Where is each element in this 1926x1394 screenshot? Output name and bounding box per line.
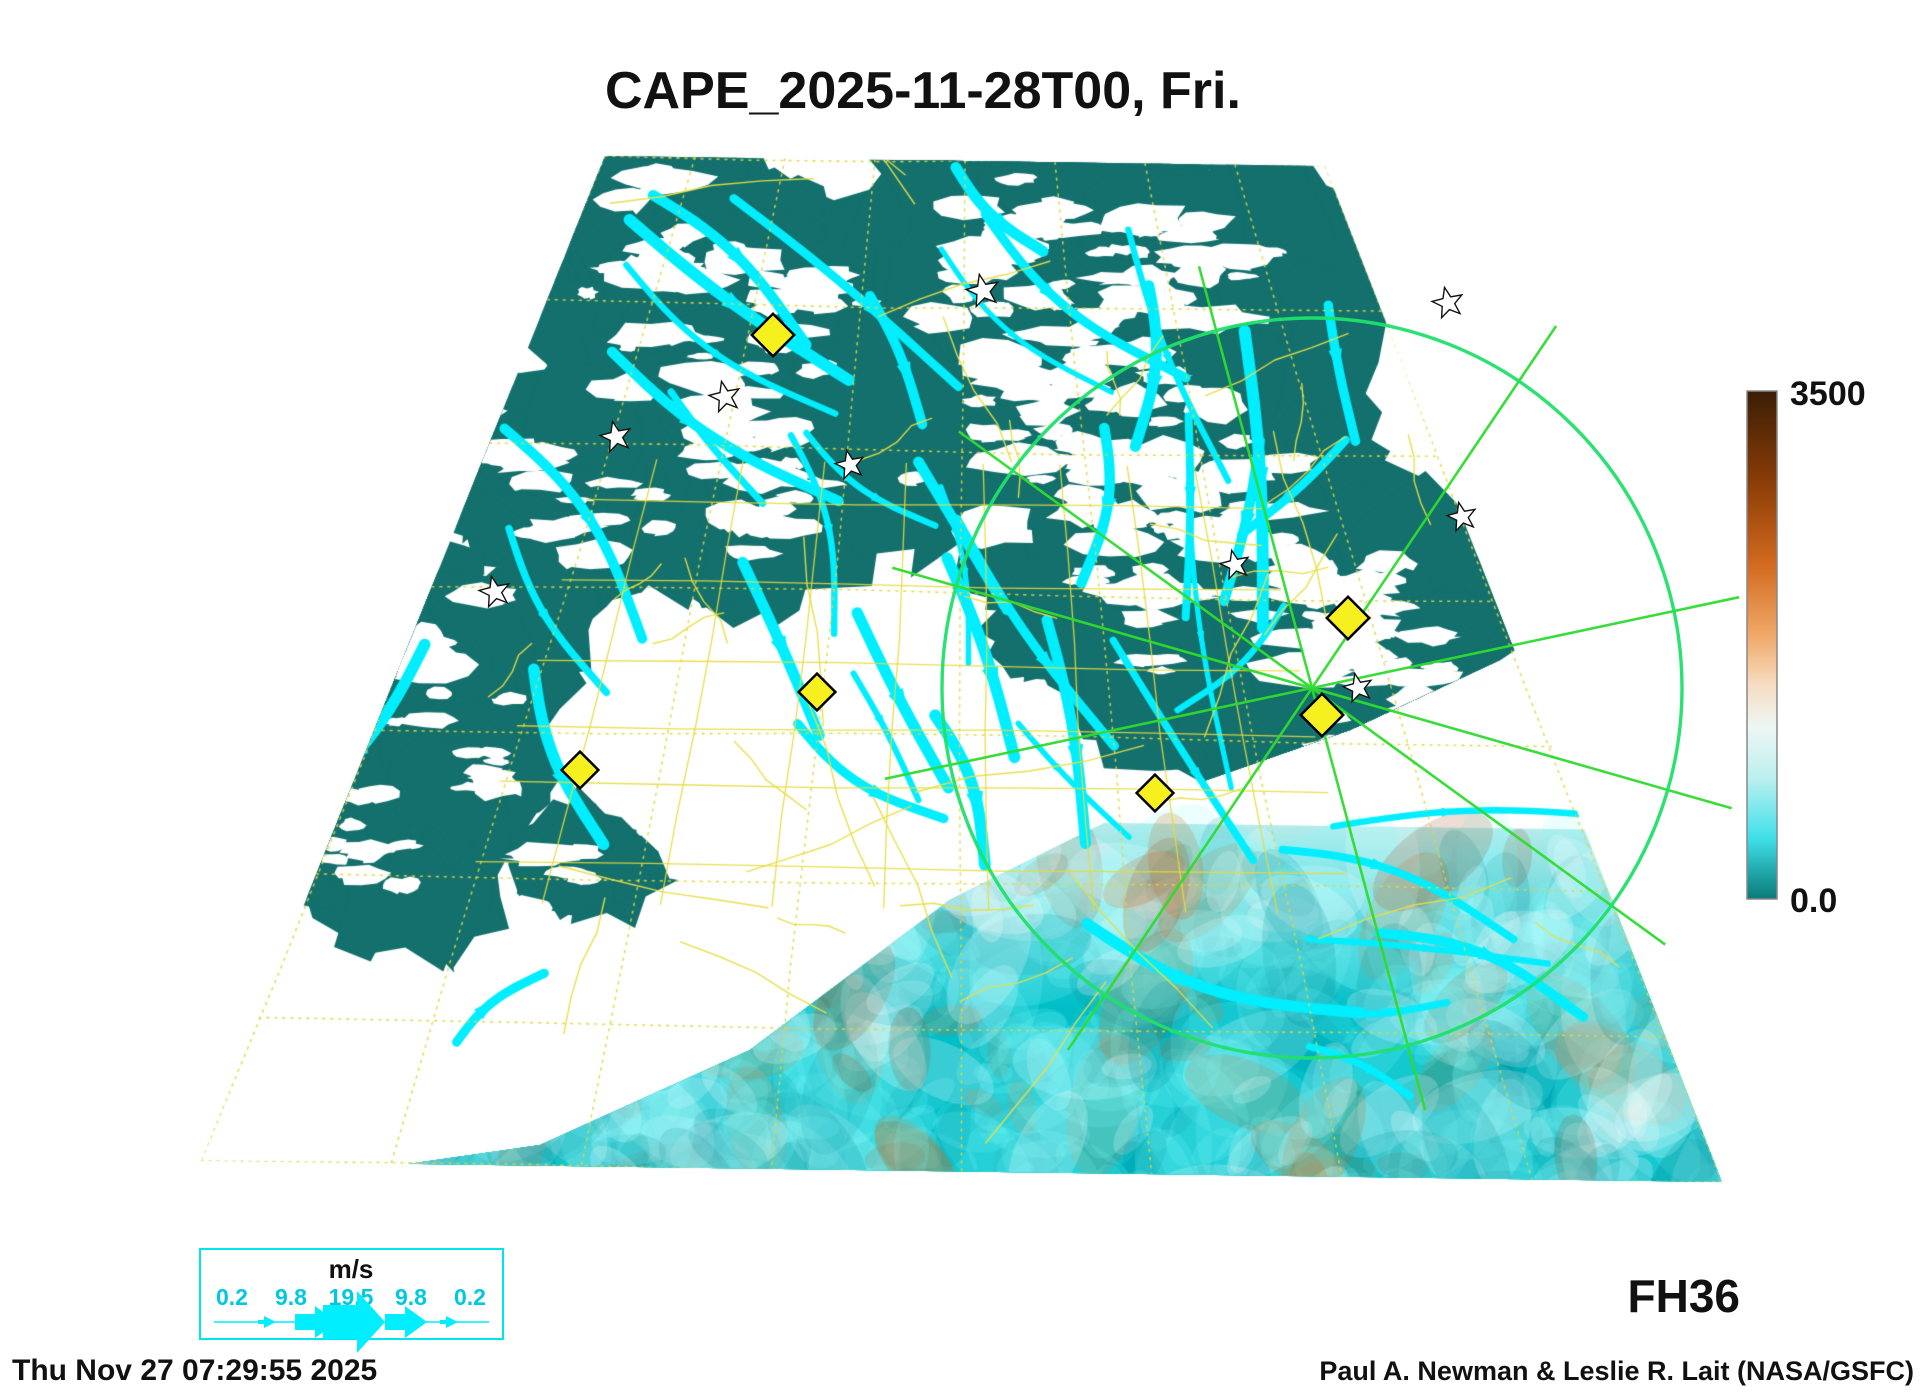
svg-text:FH36: FH36 bbox=[1628, 1270, 1740, 1322]
svg-text:9.8: 9.8 bbox=[275, 1284, 307, 1310]
svg-text:Paul A. Newman & Leslie R. Lai: Paul A. Newman & Leslie R. Lait (NASA/GS… bbox=[1319, 1356, 1914, 1386]
svg-text:CAPE_2025-11-28T00, Fri.: CAPE_2025-11-28T00, Fri. bbox=[605, 62, 1241, 120]
svg-text:0.0: 0.0 bbox=[1790, 882, 1837, 920]
svg-text:3500: 3500 bbox=[1790, 375, 1866, 413]
svg-text:0.2: 0.2 bbox=[216, 1284, 248, 1310]
svg-text:Thu Nov 27 07:29:55 2025: Thu Nov 27 07:29:55 2025 bbox=[12, 1354, 377, 1387]
svg-text:0.2: 0.2 bbox=[454, 1284, 486, 1310]
svg-text:m/s: m/s bbox=[329, 1254, 374, 1284]
svg-text:9.8: 9.8 bbox=[395, 1284, 427, 1310]
